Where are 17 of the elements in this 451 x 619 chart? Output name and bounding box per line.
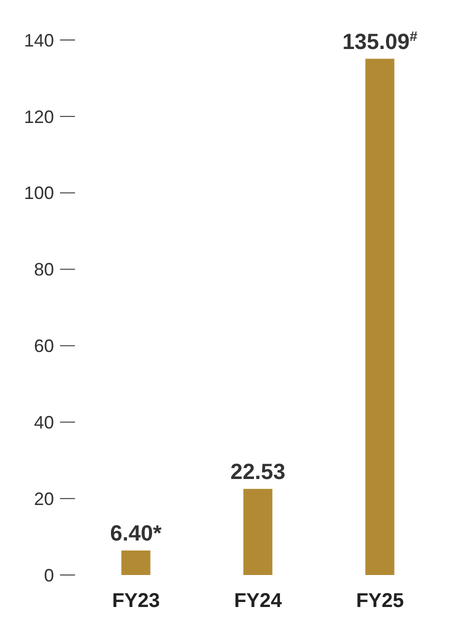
x-tick-label: FY25: [356, 590, 404, 612]
data-label: 6.40*: [110, 520, 162, 546]
x-tick-label: FY24: [234, 590, 283, 612]
y-tick-label: 80: [34, 260, 54, 280]
data-label: 135.09$^{#}$: [342, 27, 418, 54]
y-tick-label: 120: [24, 106, 54, 127]
data-label: 22.53: [230, 458, 286, 484]
y-tick-label: 40: [34, 412, 54, 433]
bar: [365, 58, 394, 575]
y-tick-label: 60: [34, 336, 54, 356]
bar: [243, 488, 272, 575]
x-tick-label: FY23: [112, 590, 160, 612]
y-tick-label: 20: [34, 488, 54, 509]
bar: [121, 550, 150, 575]
y-tick-label: 0: [44, 565, 54, 586]
y-tick-label: 100: [24, 183, 54, 204]
y-tick-label: 140: [24, 30, 54, 50]
